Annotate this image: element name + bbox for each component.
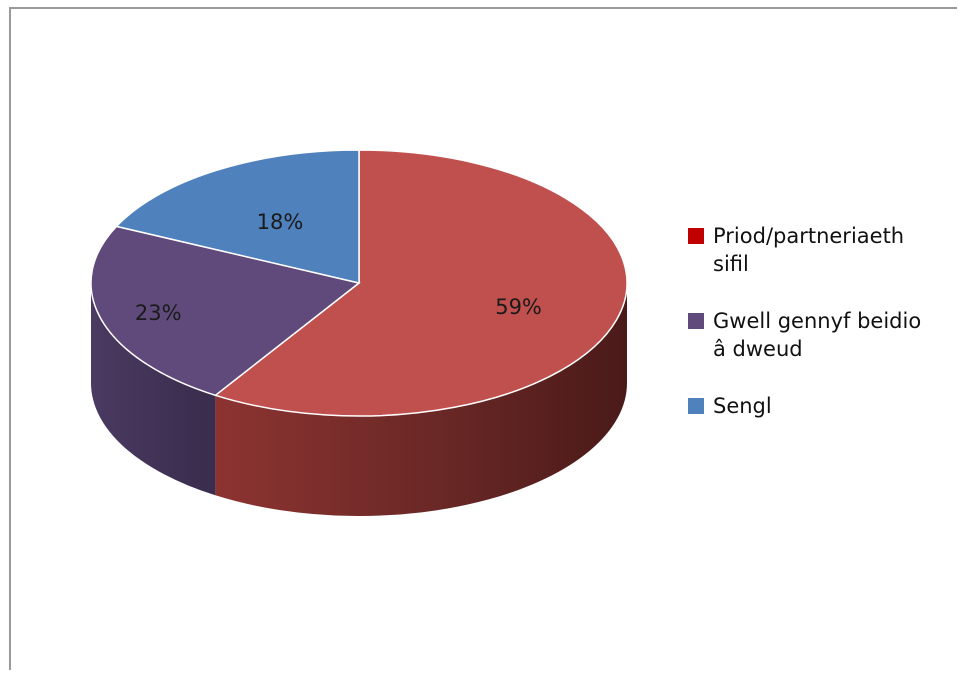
pie-side-priod: [215, 283, 627, 516]
legend: Priod/partneriaeth sifil Gwell gennyf be…: [688, 222, 938, 449]
legend-item-gwell: Gwell gennyf beidio â dweud: [688, 307, 938, 363]
legend-item-sengl: Sengl: [688, 392, 938, 420]
legend-item-priod: Priod/partneriaeth sifil: [688, 222, 938, 278]
legend-swatch-sengl: [688, 398, 704, 414]
pie-side-gwell: [91, 283, 216, 496]
pie-slice-gwell: [90, 225, 361, 397]
pie-slice-priod: [213, 149, 628, 417]
legend-swatch-priod: [688, 228, 704, 244]
data-label-sengl: 18%: [257, 210, 304, 234]
legend-swatch-gwell: [688, 313, 704, 329]
legend-label-sengl: Sengl: [713, 394, 772, 418]
legend-label-gwell: Gwell gennyf beidio â dweud: [713, 309, 922, 361]
pie-slice-sengl: [115, 149, 360, 284]
chart-frame: [9, 7, 957, 670]
legend-label-priod: Priod/partneriaeth sifil: [713, 224, 905, 276]
data-label-priod: 59%: [495, 295, 542, 319]
data-label-gwell: 23%: [135, 301, 182, 325]
